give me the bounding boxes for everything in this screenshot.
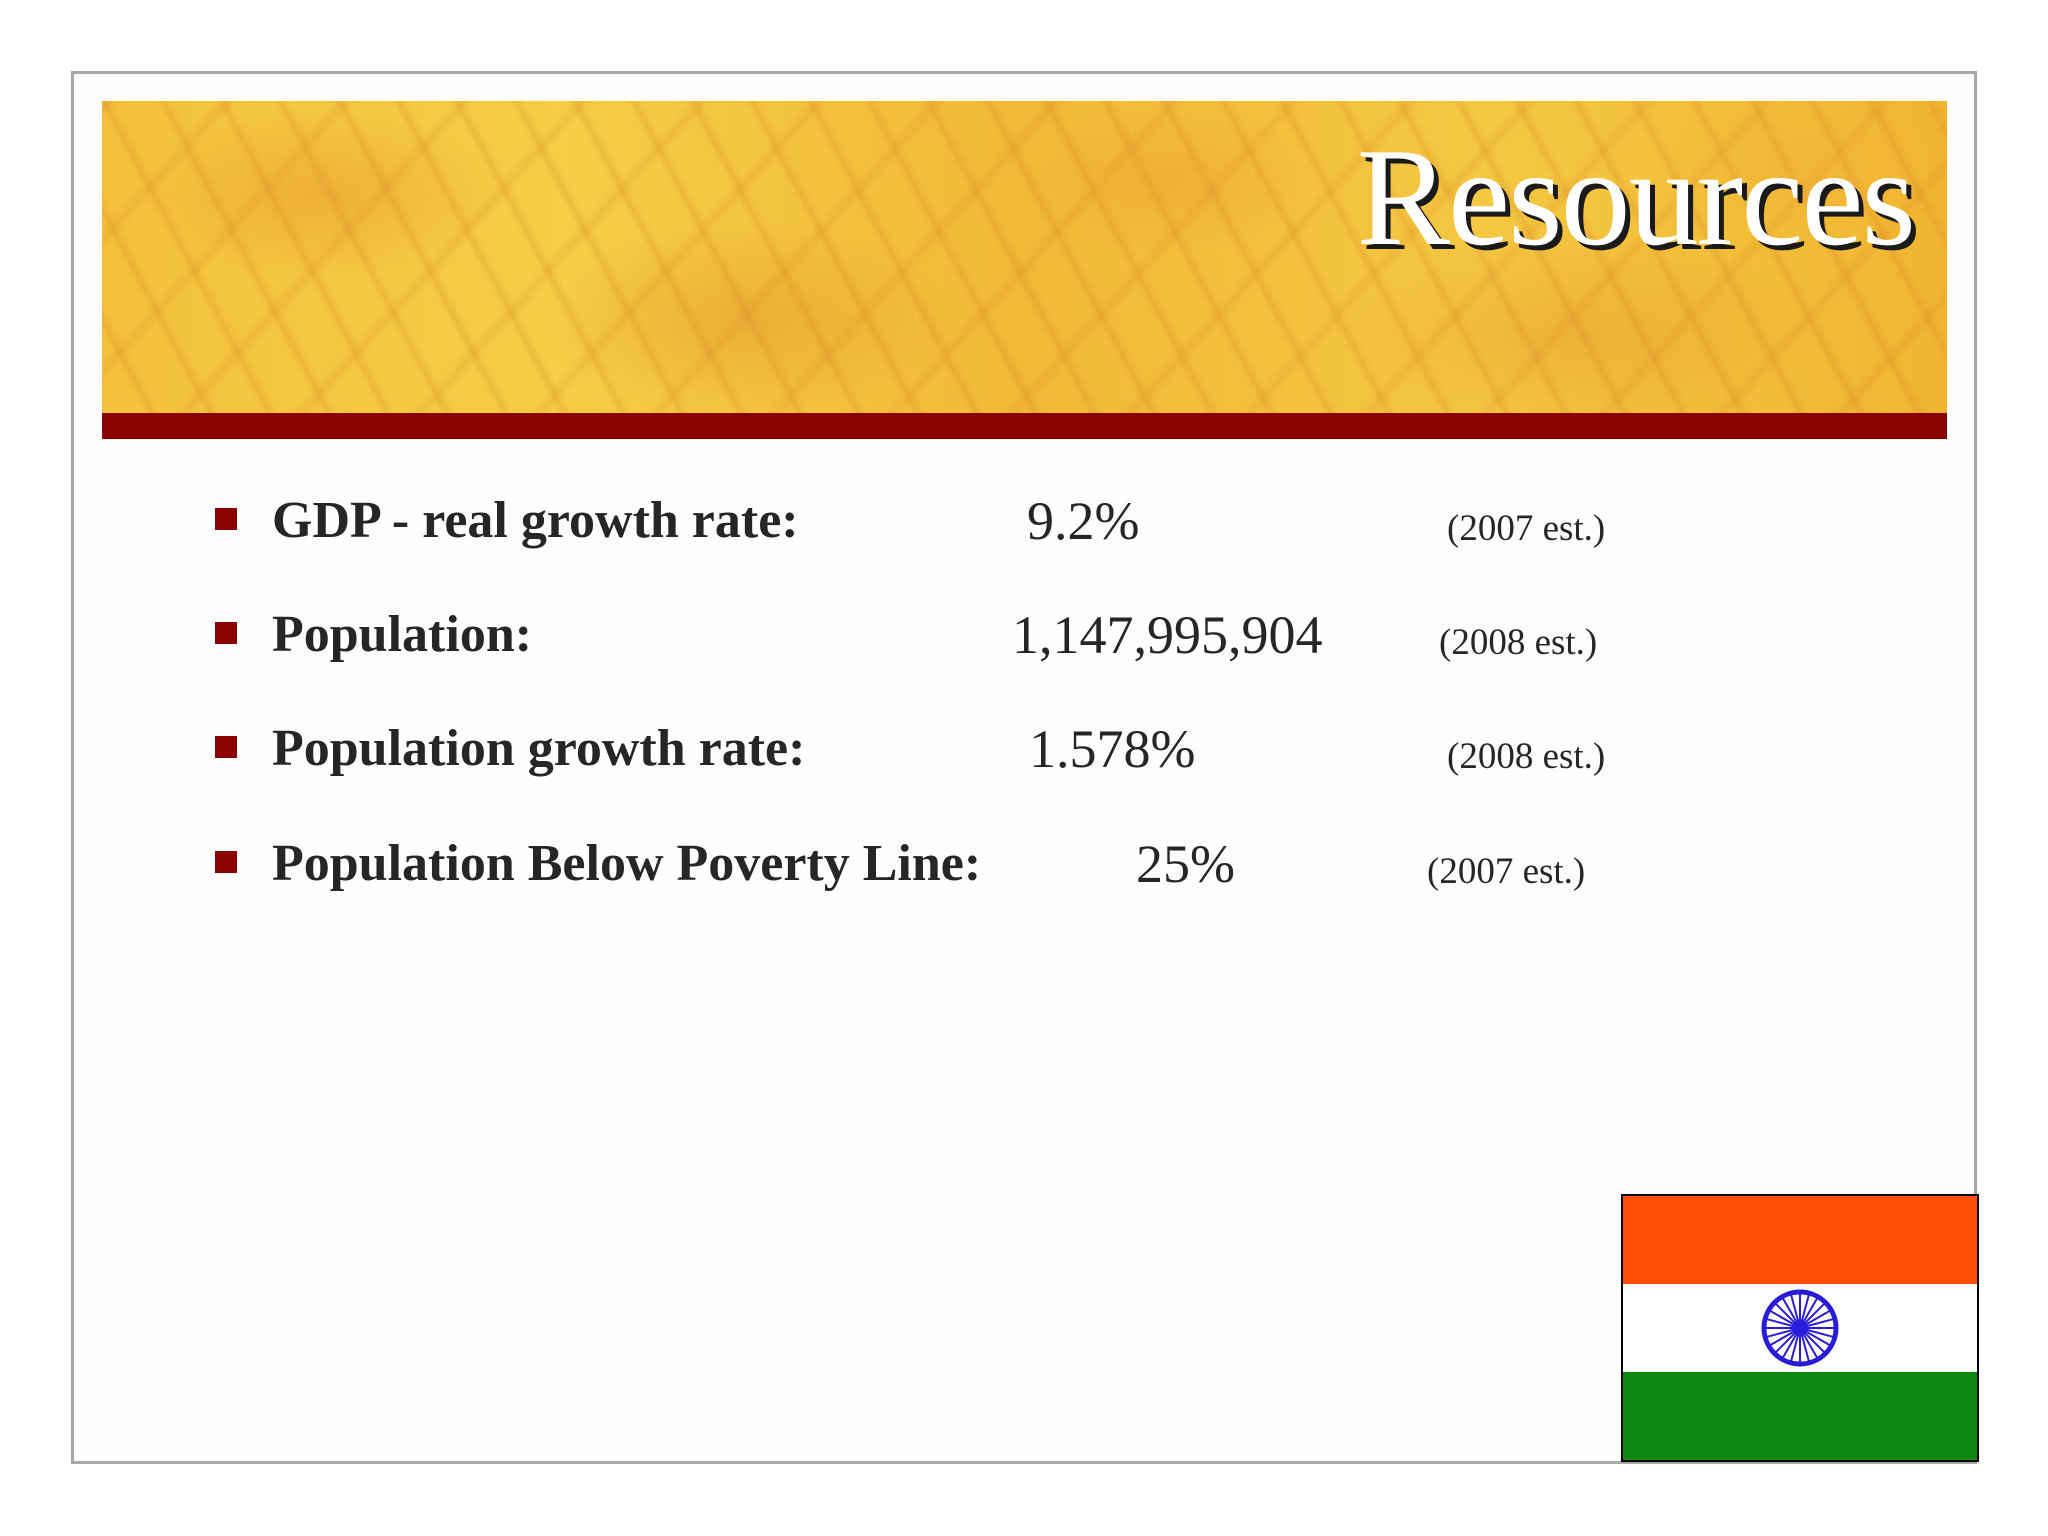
- title-banner: [102, 101, 1947, 413]
- flag-green-band: [1623, 1372, 1977, 1460]
- list-item-label: GDP - real growth rate:: [272, 492, 799, 549]
- list-item-label: Population Below Poverty Line:: [272, 835, 982, 892]
- bullet-marker: [215, 736, 237, 758]
- list-item-note: (2008 est.): [1447, 736, 1606, 777]
- slide-title: Resources: [1356, 120, 1916, 275]
- banner-accent-bar: [102, 413, 1947, 439]
- list-item-note: (2007 est.): [1427, 851, 1586, 892]
- list-item-value: 1.578%: [1029, 719, 1196, 779]
- ashoka-chakra-icon: [1761, 1289, 1839, 1367]
- bullet-marker: [215, 508, 237, 530]
- list-item-value: 1,147,995,904: [1012, 605, 1323, 665]
- list-item-value: 25%: [1136, 834, 1235, 894]
- list-item-label: Population growth rate:: [272, 720, 806, 777]
- list-item-value: 9.2%: [1027, 491, 1140, 551]
- flag-saffron-band: [1623, 1196, 1977, 1284]
- list-item-label: Population:: [272, 606, 533, 663]
- bullet-marker: [215, 851, 237, 873]
- bullet-marker: [215, 622, 237, 644]
- india-flag-image: [1621, 1194, 1979, 1462]
- india-flag-graphic: [1623, 1196, 1977, 1460]
- list-item-note: (2007 est.): [1447, 508, 1606, 549]
- list-item-note: (2008 est.): [1439, 622, 1598, 663]
